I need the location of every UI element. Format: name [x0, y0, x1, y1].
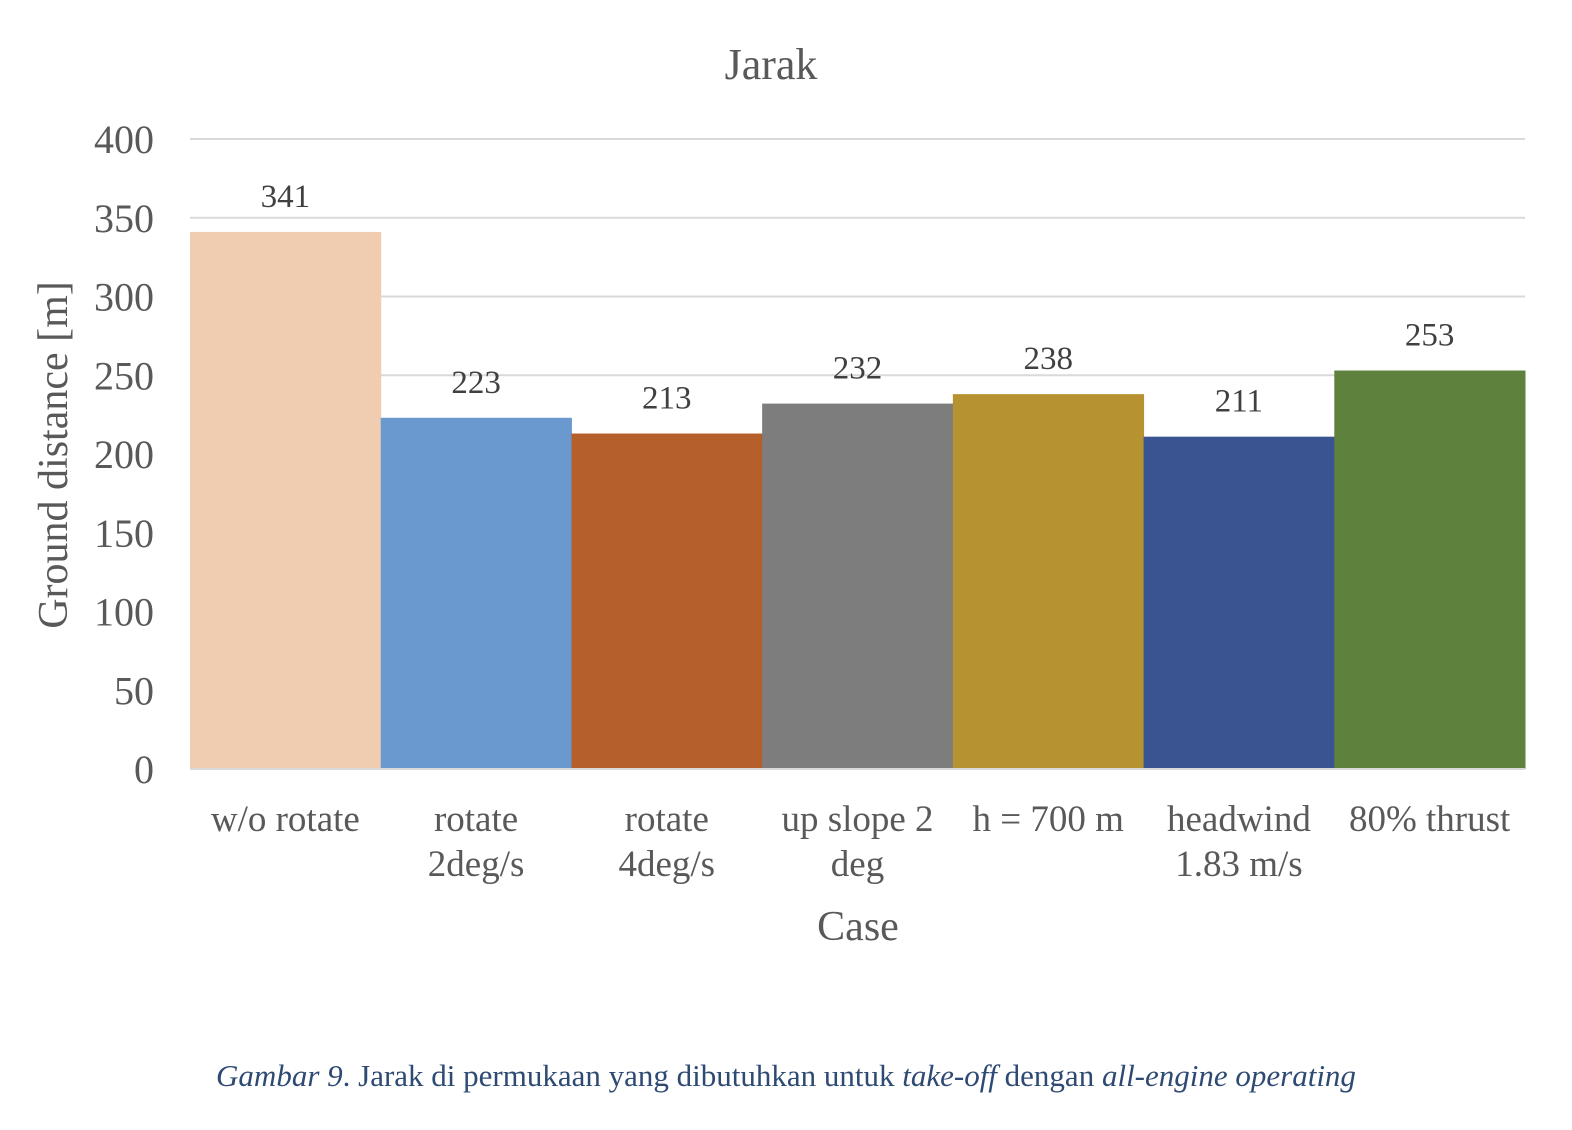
y-tick-label: 400 — [94, 117, 154, 162]
bar — [571, 433, 763, 769]
bar — [952, 394, 1145, 769]
bar — [762, 403, 954, 769]
bar — [1334, 370, 1526, 769]
y-tick-label: 250 — [94, 353, 154, 398]
y-tick-label: 350 — [94, 196, 154, 241]
caption-italic-term-1: take-off — [902, 1058, 997, 1093]
bar — [190, 231, 382, 770]
x-tick-label: w/o rotate — [211, 799, 360, 840]
bar — [1143, 436, 1335, 769]
bar — [380, 417, 572, 769]
data-label: 341 — [261, 179, 311, 215]
y-tick-label: 300 — [94, 275, 154, 320]
x-tick-label: 1.83 m/s — [1175, 844, 1302, 885]
caption-text-2: dengan — [996, 1058, 1102, 1093]
y-axis-title: Ground distance [m] — [31, 281, 77, 629]
x-tick-label: deg — [831, 844, 884, 885]
data-label: 211 — [1215, 384, 1263, 420]
y-tick-label: 150 — [94, 511, 154, 556]
bars — [190, 231, 1526, 770]
x-tick-label: rotate — [625, 799, 709, 840]
figure-caption: Gambar 9. Jarak di permukaan yang dibutu… — [0, 1058, 1572, 1094]
labels: 0 50 100 150 200 250 300 350 400 341 w/o rotate 223… — [31, 40, 1511, 950]
x-tick-label: 80% thrust — [1349, 799, 1511, 840]
y-tick-label: 200 — [94, 432, 154, 477]
caption-text-1: . Jarak di permukaan yang dibutuhkan unt… — [342, 1058, 903, 1093]
data-label: 232 — [833, 351, 883, 387]
x-tick-label: 4deg/s — [618, 844, 715, 885]
data-label: 253 — [1405, 318, 1455, 354]
y-tick-label: 100 — [94, 590, 154, 635]
caption-italic-term-2: all-engine operating — [1101, 1058, 1356, 1093]
x-axis-title: Case — [817, 904, 899, 950]
x-tick-label: up slope 2 — [781, 799, 933, 840]
data-label: 213 — [642, 381, 692, 417]
data-label: 238 — [1023, 341, 1073, 377]
caption-figure-number: Gambar 9 — [216, 1058, 343, 1093]
x-tick-label: rotate — [434, 799, 518, 840]
x-tick-label: h = 700 m — [973, 799, 1125, 840]
data-label: 223 — [451, 365, 501, 401]
chart-title: Jarak — [725, 40, 818, 89]
bar-chart: 0 50 100 150 200 250 300 350 400 341 w/o rotate 223… — [31, 40, 1526, 950]
x-tick-label: 2deg/s — [428, 844, 525, 885]
x-tick-label: headwind — [1167, 799, 1311, 840]
y-tick-label: 50 — [114, 668, 154, 713]
y-tick-label: 0 — [134, 747, 154, 792]
